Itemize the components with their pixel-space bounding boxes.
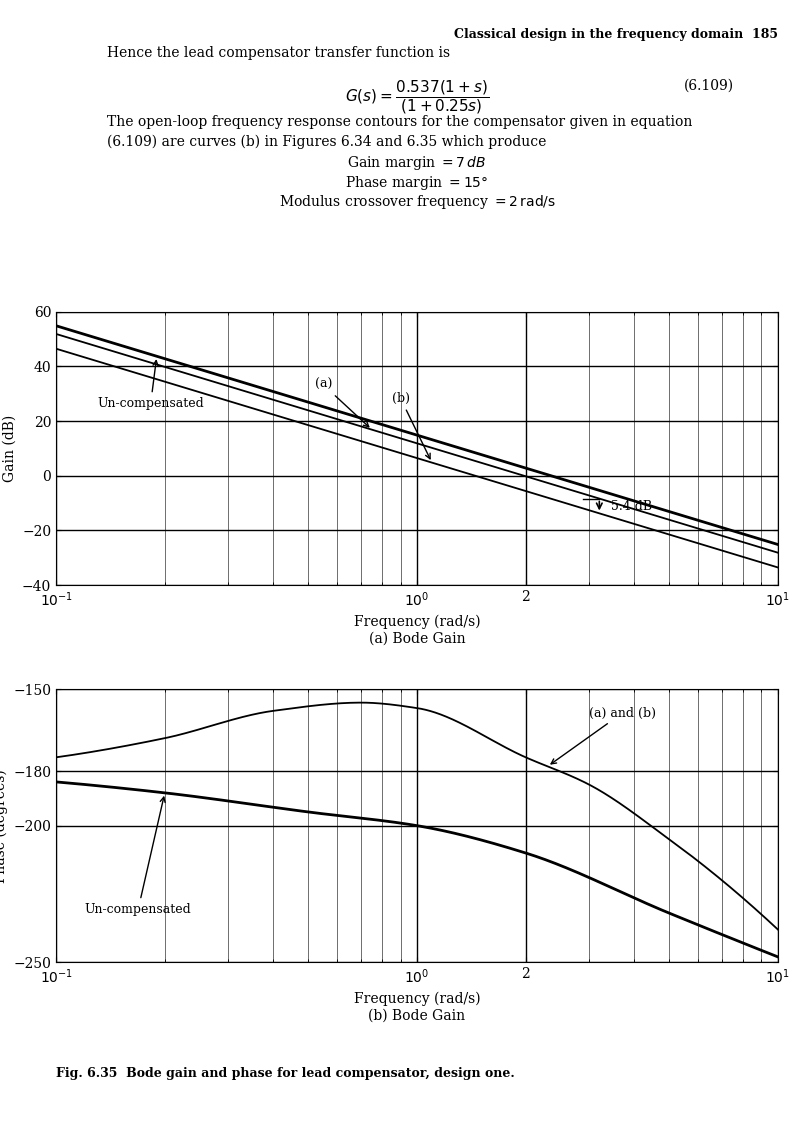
Text: Gain margin $= 7\,dB$: Gain margin $= 7\,dB$ bbox=[347, 154, 486, 172]
Text: 5.4 dB: 5.4 dB bbox=[610, 500, 652, 512]
Text: (b) Bode Gain: (b) Bode Gain bbox=[368, 1009, 465, 1022]
Text: $G(s) = \dfrac{0.537(1 + s)}{(1 + 0.25s)}$: $G(s) = \dfrac{0.537(1 + s)}{(1 + 0.25s)… bbox=[344, 78, 489, 116]
Text: (b): (b) bbox=[391, 392, 429, 459]
Y-axis label: Gain (dB): Gain (dB) bbox=[2, 415, 17, 482]
Text: Hence the lead compensator transfer function is: Hence the lead compensator transfer func… bbox=[107, 47, 449, 60]
Text: (6.109) are curves (b) in Figures 6.34 and 6.35 which produce: (6.109) are curves (b) in Figures 6.34 a… bbox=[107, 134, 545, 149]
Text: Modulus crossover frequency $= 2\,\mathrm{rad/s}$: Modulus crossover frequency $= 2\,\mathr… bbox=[278, 193, 555, 211]
Text: The open-loop frequency response contours for the compensator given in equation: The open-loop frequency response contour… bbox=[107, 115, 691, 128]
Text: Un-compensated: Un-compensated bbox=[97, 361, 203, 410]
Text: (a) and (b): (a) and (b) bbox=[550, 707, 655, 763]
X-axis label: Frequency (rad/s): Frequency (rad/s) bbox=[353, 615, 480, 628]
Text: (a) Bode Gain: (a) Bode Gain bbox=[368, 632, 465, 645]
Text: Classical design in the frequency domain  185: Classical design in the frequency domain… bbox=[453, 28, 777, 41]
Text: (6.109): (6.109) bbox=[683, 78, 734, 93]
Text: Un-compensated: Un-compensated bbox=[85, 797, 191, 917]
Text: (a): (a) bbox=[314, 378, 368, 427]
Text: Fig. 6.35  Bode gain and phase for lead compensator, design one.: Fig. 6.35 Bode gain and phase for lead c… bbox=[56, 1067, 514, 1079]
Text: Phase margin $= 15°$: Phase margin $= 15°$ bbox=[345, 174, 488, 192]
X-axis label: Frequency (rad/s): Frequency (rad/s) bbox=[353, 992, 480, 1005]
Y-axis label: Phase (degrees): Phase (degrees) bbox=[0, 769, 8, 883]
